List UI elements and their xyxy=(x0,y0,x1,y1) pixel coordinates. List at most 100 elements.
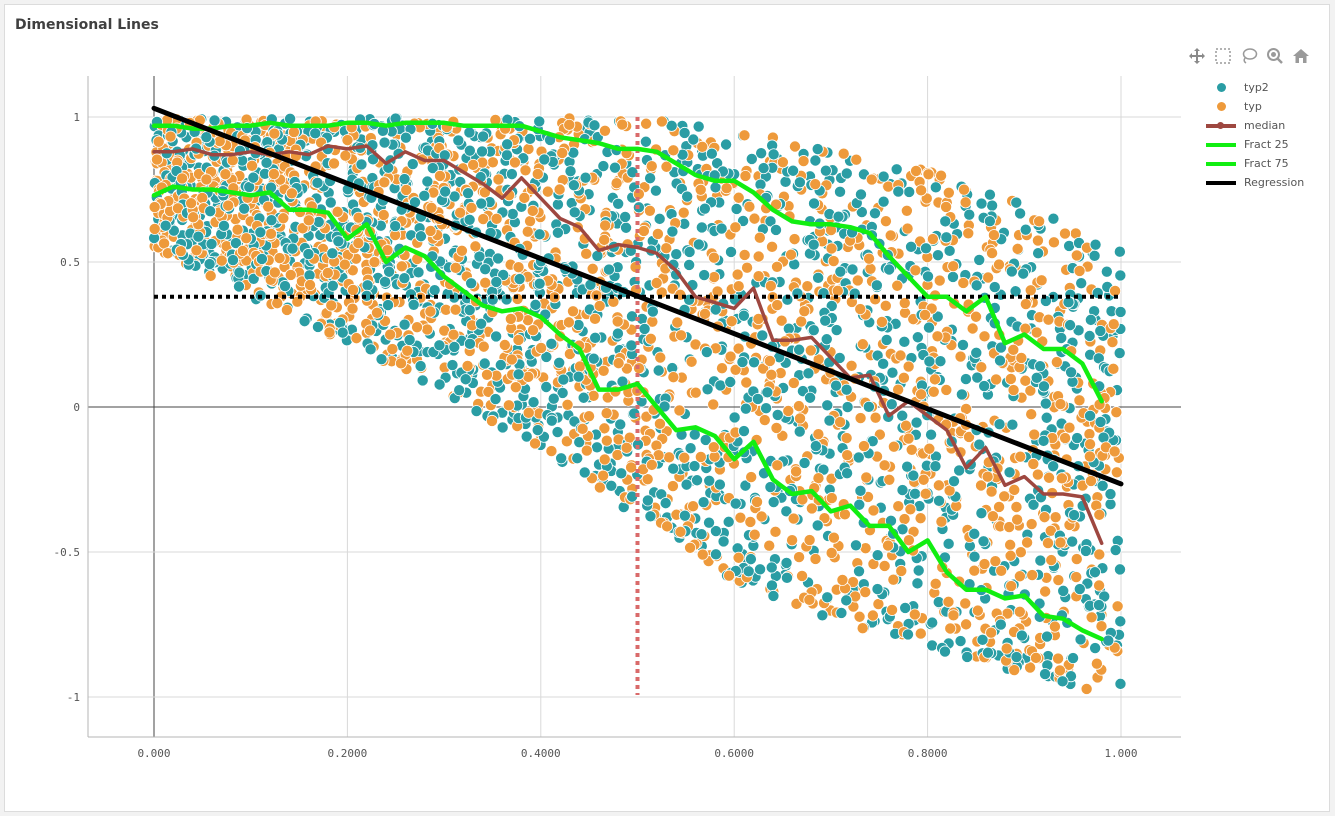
lasso-select-icon[interactable] xyxy=(1212,45,1234,67)
point-typ xyxy=(929,577,942,590)
point-typ2 xyxy=(877,195,890,208)
point-typ xyxy=(325,299,338,312)
point-typ2 xyxy=(754,563,767,576)
point-typ2 xyxy=(725,245,738,258)
point-typ2 xyxy=(761,386,774,399)
point-typ xyxy=(962,227,975,240)
point-typ2 xyxy=(490,330,503,343)
point-typ2 xyxy=(439,185,452,198)
legend-item-fract75[interactable]: Fract 75 xyxy=(1204,154,1324,173)
point-typ xyxy=(986,247,999,260)
point-typ2 xyxy=(1094,415,1107,428)
point-typ xyxy=(589,312,602,325)
point-typ2 xyxy=(926,639,939,652)
point-typ2 xyxy=(835,606,848,619)
point-typ2 xyxy=(755,147,768,160)
legend-item-typ[interactable]: typ xyxy=(1204,97,1324,116)
point-typ2 xyxy=(611,327,624,340)
point-typ2 xyxy=(898,335,911,348)
zoom-icon[interactable] xyxy=(1264,45,1286,67)
point-typ2 xyxy=(512,368,525,381)
point-typ xyxy=(884,229,897,242)
point-typ2 xyxy=(724,376,737,389)
point-typ2 xyxy=(683,258,696,271)
point-typ2 xyxy=(973,438,986,451)
point-typ xyxy=(782,405,795,418)
point-typ2 xyxy=(933,494,946,507)
point-typ xyxy=(650,276,663,289)
point-typ2 xyxy=(1088,566,1101,579)
point-typ2 xyxy=(901,628,914,641)
point-typ xyxy=(923,442,936,455)
point-typ2 xyxy=(745,152,758,165)
point-typ2 xyxy=(781,293,794,306)
point-typ xyxy=(812,428,825,441)
point-typ xyxy=(449,261,462,274)
point-typ xyxy=(1003,521,1016,534)
point-typ xyxy=(231,223,244,236)
point-typ xyxy=(148,201,161,214)
point-typ2 xyxy=(855,206,868,219)
point-typ xyxy=(400,183,413,196)
point-typ xyxy=(851,274,864,287)
chart-toolbar xyxy=(1186,45,1312,67)
point-typ2 xyxy=(701,383,714,396)
point-typ2 xyxy=(798,456,811,469)
point-typ2 xyxy=(641,494,654,507)
point-typ2 xyxy=(929,460,942,473)
point-typ xyxy=(611,315,624,328)
pan-icon[interactable] xyxy=(1186,45,1208,67)
point-typ xyxy=(287,126,300,139)
legend-item-fract25[interactable]: Fract 25 xyxy=(1204,135,1324,154)
point-typ xyxy=(240,232,253,245)
point-typ2 xyxy=(925,428,938,441)
point-typ2 xyxy=(802,367,815,380)
lasso-comment-icon[interactable] xyxy=(1238,45,1260,67)
point-typ2 xyxy=(555,452,568,465)
legend-item-typ2[interactable]: typ2 xyxy=(1204,78,1324,97)
point-typ xyxy=(707,441,720,454)
point-typ2 xyxy=(793,176,806,189)
point-typ2 xyxy=(465,277,478,290)
point-typ xyxy=(660,242,673,255)
legend-swatch-fract75 xyxy=(1206,161,1236,166)
point-typ xyxy=(837,147,850,160)
point-typ xyxy=(151,153,164,166)
point-typ2 xyxy=(841,401,854,414)
legend-swatch-typ2 xyxy=(1216,83,1226,92)
legend-item-median[interactable]: median xyxy=(1204,116,1324,135)
point-typ2 xyxy=(926,616,939,629)
point-typ xyxy=(526,324,539,337)
home-icon[interactable] xyxy=(1290,45,1312,67)
point-typ xyxy=(519,164,532,177)
point-typ xyxy=(401,344,414,357)
point-typ xyxy=(352,237,365,250)
chart-title: Dimensional Lines xyxy=(15,17,159,33)
point-typ xyxy=(531,167,544,180)
point-typ2 xyxy=(780,571,793,584)
point-typ2 xyxy=(567,179,580,192)
point-typ2 xyxy=(406,158,419,171)
point-typ xyxy=(694,450,707,463)
point-typ2 xyxy=(994,618,1007,631)
point-typ2 xyxy=(433,339,446,352)
point-typ2 xyxy=(767,148,780,161)
point-typ2 xyxy=(578,466,591,479)
point-typ2 xyxy=(779,175,792,188)
point-typ2 xyxy=(841,467,854,480)
point-typ2 xyxy=(238,202,251,215)
point-typ2 xyxy=(612,197,625,210)
point-typ2 xyxy=(963,208,976,221)
point-typ2 xyxy=(809,440,822,453)
point-typ xyxy=(174,245,187,258)
point-typ2 xyxy=(205,237,218,250)
point-typ2 xyxy=(463,126,476,139)
legend-item-regression[interactable]: Regression xyxy=(1204,173,1324,192)
point-typ xyxy=(560,435,573,448)
point-typ2 xyxy=(646,305,659,318)
point-typ2 xyxy=(1096,479,1109,492)
point-typ2 xyxy=(332,235,345,248)
point-typ xyxy=(1093,579,1106,592)
point-typ xyxy=(860,471,873,484)
